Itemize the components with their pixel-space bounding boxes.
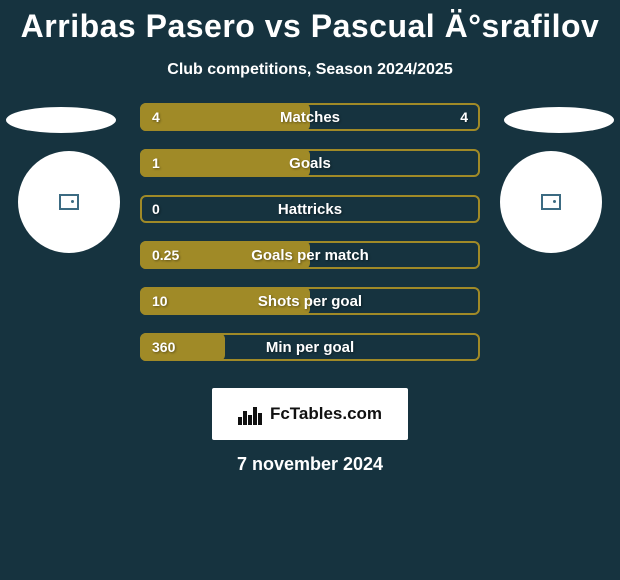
brand-bars-icon <box>238 403 264 425</box>
stat-label: Hattricks <box>140 195 480 223</box>
stat-fill-left <box>140 333 225 361</box>
stat-bars: Matches44 Goals1 Hattricks0 Goals per match… <box>140 103 480 379</box>
stat-value-right: 4 <box>460 103 468 131</box>
brand-text: FcTables.com <box>270 404 382 424</box>
stat-fill-left <box>140 241 310 269</box>
date-text: 7 november 2024 <box>0 454 620 475</box>
player-right-shadow <box>504 107 614 133</box>
player-right-ball <box>500 151 602 253</box>
image-placeholder-icon <box>541 194 561 210</box>
stat-fill-left <box>140 149 310 177</box>
stat-value-left: 0 <box>152 195 160 223</box>
page-subtitle: Club competitions, Season 2024/2025 <box>0 61 620 79</box>
stat-row: Min per goal360 <box>140 333 480 361</box>
player-left-ball <box>18 151 120 253</box>
player-left-shadow <box>6 107 116 133</box>
image-placeholder-icon <box>59 194 79 210</box>
stat-row: Shots per goal10 <box>140 287 480 315</box>
stat-row: Goals1 <box>140 149 480 177</box>
stat-fill-left <box>140 287 310 315</box>
stat-row: Goals per match0.25 <box>140 241 480 269</box>
stat-row: Hattricks0 <box>140 195 480 223</box>
page-title: Arribas Pasero vs Pascual Ä°srafilov <box>0 0 620 45</box>
stat-outline <box>140 195 480 223</box>
stat-fill-left <box>140 103 310 131</box>
stat-row: Matches44 <box>140 103 480 131</box>
brand-badge: FcTables.com <box>212 388 408 440</box>
